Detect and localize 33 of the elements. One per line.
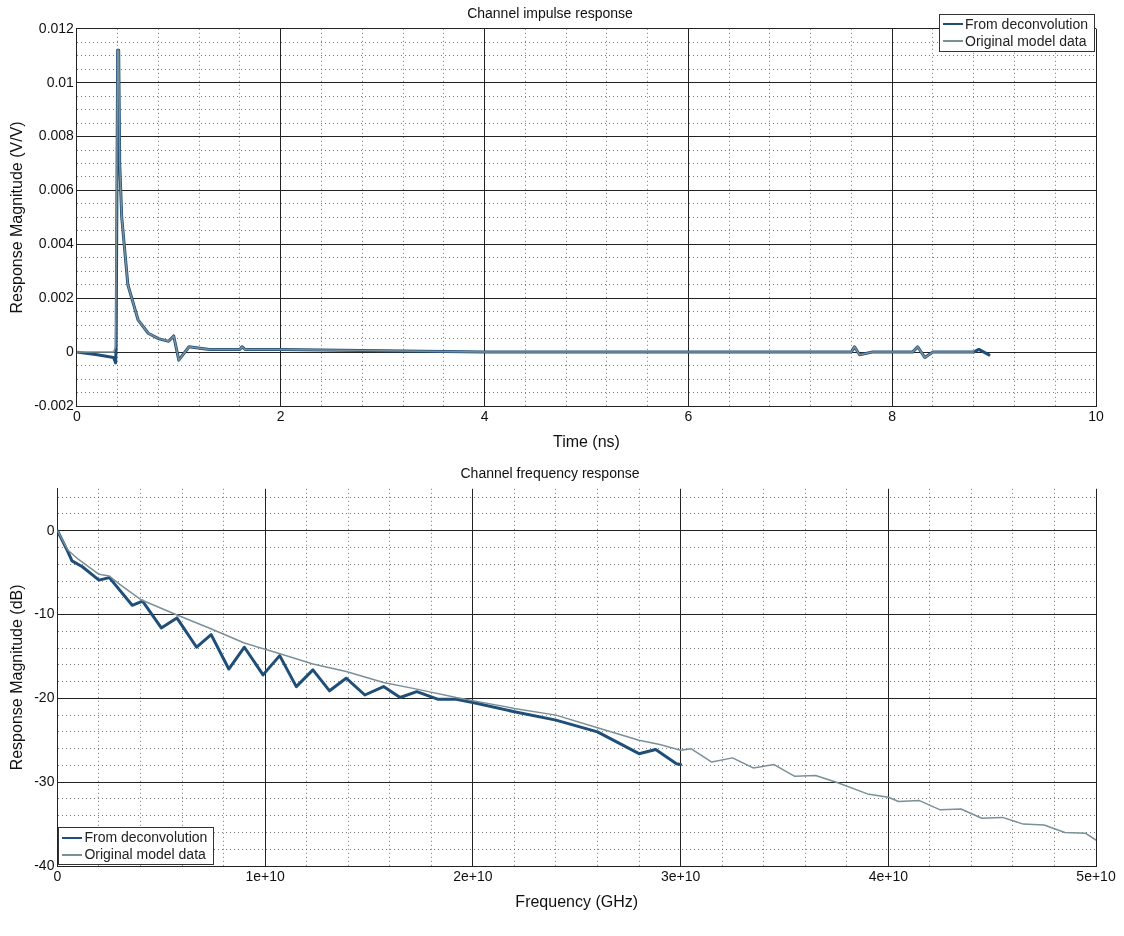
chart-title: Channel impulse response — [467, 5, 634, 22]
y-tick-label: 0.008 — [38, 127, 75, 144]
x-tick-label: 2e+10 — [453, 868, 493, 885]
y-tick-label: -0.002 — [34, 396, 75, 413]
x-tick-label: 5e+10 — [1076, 868, 1116, 885]
x-axis-title: Time (ns) — [552, 432, 620, 450]
y-tick-label: -10 — [34, 605, 55, 622]
chart-title: Channel frequency response — [460, 465, 640, 482]
x-tick-label: 6 — [684, 408, 693, 425]
x-tick-label: 4e+10 — [868, 868, 909, 885]
x-tick-label: 3e+10 — [660, 868, 701, 885]
x-tick-label: 10 — [1088, 408, 1104, 425]
y-tick-label: -40 — [34, 856, 55, 873]
y-axis-title: Response Magnitude (V/V) — [8, 121, 26, 314]
x-tick-label: 8 — [888, 408, 897, 425]
x-tick-label: 4 — [480, 408, 489, 425]
y-tick-label: 0.01 — [46, 73, 75, 90]
y-tick-label: 0.004 — [38, 235, 75, 252]
x-axis-title: Frequency (GHz) — [515, 892, 639, 910]
legend-label: Original model data — [84, 846, 206, 863]
x-tick-label: 2 — [276, 408, 285, 425]
y-tick-label: 0.012 — [38, 19, 75, 36]
y-tick-label: 0 — [66, 342, 75, 359]
legend-label: From deconvolution — [965, 15, 1088, 33]
legend-label: Original model data — [965, 32, 1087, 50]
y-tick-label: 0 — [46, 521, 55, 538]
y-tick-label: 0.006 — [38, 181, 75, 198]
y-tick-label: 0.002 — [38, 289, 75, 306]
x-tick-label: 1e+10 — [245, 868, 286, 885]
y-axis-title: Response Magnitude (dB) — [8, 584, 26, 771]
y-tick-label: -30 — [34, 773, 55, 790]
legend-label: From deconvolution — [84, 829, 208, 846]
y-tick-label: -20 — [34, 689, 55, 706]
